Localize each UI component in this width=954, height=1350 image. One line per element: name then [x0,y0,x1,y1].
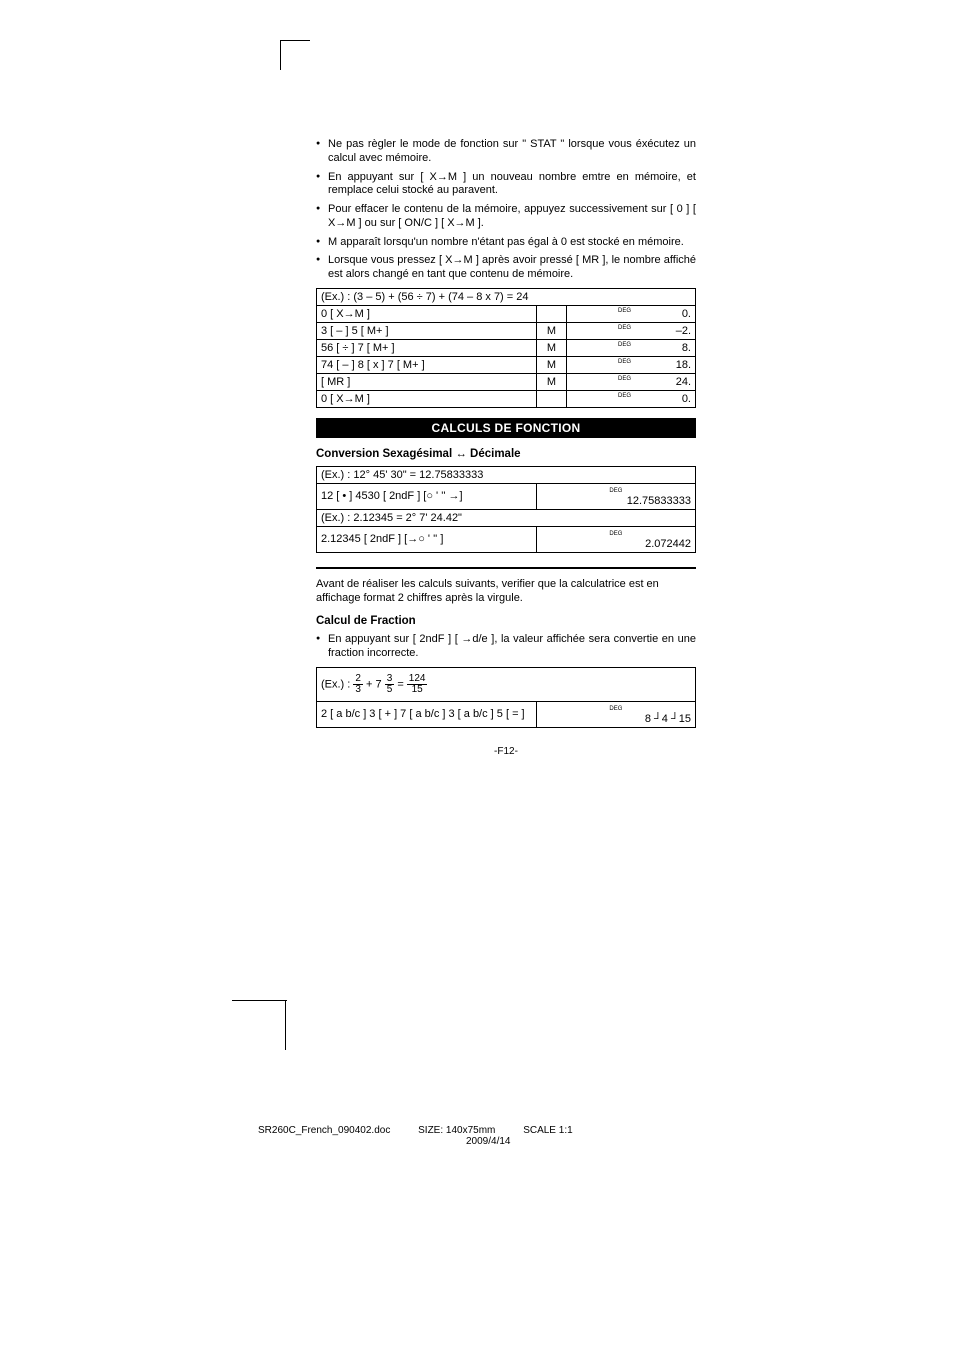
bullet-list-top: Ne pas règler le mode de fonction sur " … [316,138,696,282]
fraction-icon: 35 [385,674,395,695]
keystrokes-cell: 74 [ – ] 8 [ x ] 7 [ M+ ] [317,356,537,373]
page-number: -F12- [316,746,696,757]
display-value: 8. [661,342,691,354]
fraction-table: (Ex.) : 23 + 7 35 = 12415 2 [ a b/c ] 3 … [316,667,696,728]
bullet-item: Ne pas règler le mode de fonction sur " … [316,138,696,166]
display-cell: DEG 24. [567,373,696,390]
deg-label: DEG [541,531,691,537]
display-cell: DEG 0. [567,390,696,407]
bullet-item: En appuyant sur [ X→M ] un nouveau nombr… [316,171,696,199]
equals-sign: = [397,678,406,690]
crop-mark-bottom-left-h [232,1000,287,1001]
bullet-item: En appuyant sur [ 2ndF ] [ →d/e ], la va… [316,633,696,661]
table-row: [ MR ] M DEG 24. [317,373,696,390]
thick-divider [316,567,696,569]
display-value: 2.072442 [645,538,691,550]
crop-mark-top-left [280,40,310,70]
deg-label: DEG [618,308,631,314]
keystrokes-cell: 12 [ • ] 4530 [ 2ndF ] [○ ' '' →] [317,483,537,509]
display-cell: DEG 2.072442 [536,526,695,552]
table-row: 3 [ – ] 5 [ M+ ] M DEG –2. [317,322,696,339]
display-value: –2. [661,325,691,337]
bullet-item: Pour effacer le contenu de la mémoire, a… [316,203,696,231]
table-row: 74 [ – ] 8 [ x ] 7 [ M+ ] M DEG 18. [317,356,696,373]
display-value: 0. [661,308,691,320]
table-row: 2.12345 [ 2ndF ] [→○ ' '' ] DEG 2.072442 [317,526,696,552]
display-cell: DEG –2. [567,322,696,339]
table-row: 2 [ a b/c ] 3 [ + ] 7 [ a b/c ] 3 [ a b/… [317,701,696,727]
display-cell: DEG 8 ┘4 ┘15 [536,701,695,727]
deg-label: DEG [618,359,631,365]
display-cell: DEG 8. [567,339,696,356]
memory-indicator-cell: M [536,339,566,356]
subheading-fraction: Calcul de Fraction [316,615,696,627]
table-row: 0 [ X→M ] DEG 0. [317,390,696,407]
page-content: Ne pas règler le mode de fonction sur " … [316,138,696,757]
example-prefix: (Ex.) : [321,678,353,690]
keystrokes-cell: 2 [ a b/c ] 3 [ + ] 7 [ a b/c ] 3 [ a b/… [317,701,537,727]
table-header: (Ex.) : 12° 45' 30" = 12.75833333 [317,466,696,483]
display-value: 12.75833333 [627,495,691,507]
keystrokes-cell: 0 [ X→M ] [317,305,537,322]
deg-label: DEG [541,706,691,712]
footer-size: SIZE: 140x75mm [418,1125,495,1136]
keystrokes-cell: 0 [ X→M ] [317,390,537,407]
keystrokes-cell: 56 [ ÷ ] 7 [ M+ ] [317,339,537,356]
deg-label: DEG [618,376,631,382]
memory-indicator-cell [536,305,566,322]
display-cell: DEG 0. [567,305,696,322]
bullet-item: Lorsque vous pressez [ X→M ] après avoir… [316,254,696,282]
memory-indicator-cell: M [536,373,566,390]
table-row: 12 [ • ] 4530 [ 2ndF ] [○ ' '' →] DEG 12… [317,483,696,509]
deg-label: DEG [618,325,631,331]
sexagesimal-table: (Ex.) : 12° 45' 30" = 12.75833333 12 [ •… [316,466,696,553]
memory-indicator-cell [536,390,566,407]
plus-sign: + 7 [366,678,382,690]
keystrokes-cell: [ MR ] [317,373,537,390]
display-value: 24. [661,376,691,388]
keystrokes-cell: 3 [ – ] 5 [ M+ ] [317,322,537,339]
memory-example-table: (Ex.) : (3 – 5) + (56 ÷ 7) + (74 – 8 x 7… [316,288,696,408]
deg-label: DEG [618,393,631,399]
note-text: Avant de réaliser les calculs suivants, … [316,577,696,606]
table-row: 0 [ X→M ] DEG 0. [317,305,696,322]
display-value: 8 ┘4 ┘15 [645,713,691,725]
table-header: (Ex.) : (3 – 5) + (56 ÷ 7) + (74 – 8 x 7… [317,288,696,305]
bullet-list-fraction: En appuyant sur [ 2ndF ] [ →d/e ], la va… [316,633,696,661]
deg-label: DEG [541,488,691,494]
footer-date: 2009/4/14 [466,1136,511,1147]
bullet-item: M apparaît lorsqu'un nombre n'étant pas … [316,236,696,250]
table-header: (Ex.) : 23 + 7 35 = 12415 [317,667,696,701]
section-heading-bar: CALCULS DE FONCTION [316,418,696,438]
fraction-icon: 12415 [407,674,428,695]
display-value: 0. [661,393,691,405]
table-header: (Ex.) : 2.12345 = 2° 7' 24.42" [317,509,696,526]
display-cell: DEG 12.75833333 [536,483,695,509]
footer-scale: SCALE 1:1 [523,1125,572,1136]
deg-label: DEG [618,342,631,348]
fraction-icon: 23 [353,674,363,695]
table-row: 56 [ ÷ ] 7 [ M+ ] M DEG 8. [317,339,696,356]
memory-indicator-cell: M [536,322,566,339]
keystrokes-cell: 2.12345 [ 2ndF ] [→○ ' '' ] [317,526,537,552]
crop-mark-bottom-left-v [285,1000,286,1050]
document-footer: SR260C_French_090402.doc SIZE: 140x75mm … [258,1125,758,1147]
footer-filename: SR260C_French_090402.doc [258,1125,390,1136]
display-value: 18. [661,359,691,371]
subheading-sexagesimal: Conversion Sexagésimal ↔ Décimale [316,448,696,460]
display-cell: DEG 18. [567,356,696,373]
memory-indicator-cell: M [536,356,566,373]
